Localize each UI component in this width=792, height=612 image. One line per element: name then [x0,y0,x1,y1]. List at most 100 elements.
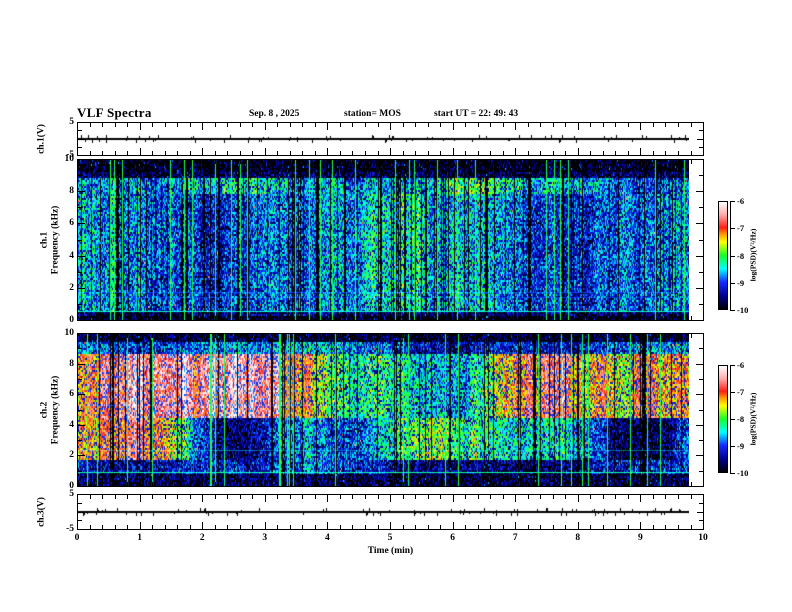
x-tick [352,334,354,338]
x-tick [164,495,166,499]
x-tick [665,123,667,127]
x-tick [515,148,517,155]
x-tick [615,482,617,486]
y-tick [78,146,82,148]
y-tick [699,146,703,148]
x-tick [327,495,329,502]
x-tick [127,525,129,529]
x-tick [440,160,442,164]
x-tick [678,316,679,320]
x-tick [577,334,579,341]
x-tick [264,522,266,529]
x-tick [302,123,304,127]
x-tick [540,160,542,164]
x-tick [252,525,254,529]
x-tick [227,316,229,320]
x-tick-label: 4 [325,533,330,543]
x-tick [590,482,592,486]
x-tick [590,316,592,320]
x-tick [164,316,166,320]
x-tick [690,482,692,486]
x-tick [415,123,416,127]
y-tick [78,239,82,241]
y-tick [78,138,84,140]
x-axis-title: Time (min) [367,546,414,556]
x-tick [465,334,467,338]
x-tick [77,148,78,155]
x-tick [365,334,366,338]
x-tick-label: 6 [450,533,455,543]
x-tick [527,525,529,529]
x-tick [352,525,354,529]
x-tick [327,148,329,155]
x-tick [102,495,103,499]
y-tick [78,223,85,225]
x-tick [339,160,341,164]
y-tick [696,223,703,225]
y-tick [696,255,703,257]
x-tick [427,160,429,164]
x-tick [527,495,529,499]
y-tick [78,363,85,365]
x-tick [177,495,179,499]
x-tick [552,123,554,127]
x-tick [152,482,154,486]
y-tick [78,409,82,411]
ylabel-ch2-spectrogram: ch.2 Frequency (kHz) [39,376,60,445]
x-tick [314,151,316,155]
x-tick [452,495,454,502]
x-tick [377,123,379,127]
x-tick [239,495,241,499]
x-tick [339,334,341,338]
y-tick [699,271,703,273]
y-tick [78,175,82,177]
x-tick [515,160,517,167]
x-tick [615,495,617,499]
x-tick [252,316,254,320]
y-tick [697,138,703,140]
x-tick [515,313,517,320]
x-tick [377,316,379,320]
x-tick [627,123,629,127]
y-tick-label: 2 [69,450,74,461]
x-tick [415,160,416,164]
x-tick [615,334,617,338]
y-tick [699,239,703,241]
x-tick [652,334,654,338]
y-tick-label: 8 [69,358,74,369]
colorbar-tick-label: -7 [737,387,745,397]
panel-ch1-spectrogram [77,159,704,321]
x-tick [552,495,554,499]
x-tick [177,482,179,486]
x-tick [314,316,316,320]
x-tick [139,148,141,155]
x-tick [665,495,667,499]
x-tick [289,123,291,127]
x-tick [652,160,654,164]
x-tick-label: 5 [387,533,393,543]
y-tick-label: 5 [69,489,74,499]
x-tick [477,160,479,164]
x-tick [289,482,291,486]
x-tick [139,123,141,130]
y-tick [696,287,703,289]
x-tick [502,334,504,338]
x-tick [277,334,279,338]
x-tick [615,316,617,320]
x-tick [602,495,604,499]
y-tick [699,378,703,380]
x-tick [415,334,416,338]
y-tick [78,470,82,472]
x-tick [678,151,679,155]
x-tick [665,525,667,529]
x-tick [127,316,129,320]
colorbar-tick-label: -8 [737,414,745,424]
figure-title: VLF Spectra [77,105,152,120]
x-tick [477,316,479,320]
colorbar2-label: log(PSD)(V²/Hz) [748,392,758,446]
x-tick [577,160,579,167]
x-tick [139,160,141,167]
x-tick [490,525,492,529]
colorbar-tick [730,365,735,366]
